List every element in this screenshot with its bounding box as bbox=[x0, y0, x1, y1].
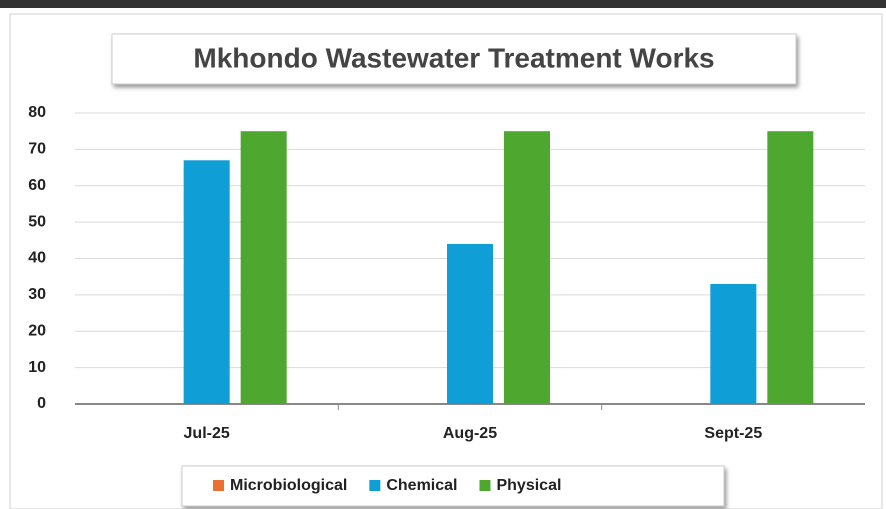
y-tick-label: 60 bbox=[28, 177, 46, 194]
title-box bbox=[111, 33, 797, 85]
y-tick-label: 10 bbox=[28, 359, 46, 376]
bar bbox=[710, 283, 757, 404]
bar bbox=[447, 243, 493, 404]
legend-label: Microbiological bbox=[230, 477, 347, 494]
x-tick-label: Sept-25 bbox=[704, 425, 762, 442]
legend-label: Chemical bbox=[386, 477, 457, 494]
y-tick-label: 50 bbox=[28, 213, 46, 230]
chart-frame bbox=[9, 13, 883, 509]
bar bbox=[183, 160, 230, 404]
x-tick-label: Jul-25 bbox=[184, 425, 230, 442]
legend-swatch bbox=[479, 480, 491, 491]
y-tick-label: 40 bbox=[28, 250, 46, 267]
y-tick-label: 0 bbox=[37, 395, 46, 412]
legend-box bbox=[181, 465, 725, 507]
bar bbox=[240, 131, 287, 404]
y-tick-label: 80 bbox=[28, 104, 46, 121]
legend-swatch bbox=[369, 480, 381, 491]
legend-swatch bbox=[213, 480, 224, 491]
y-tick-label: 30 bbox=[28, 286, 46, 303]
y-tick-label: 70 bbox=[28, 141, 46, 158]
bar bbox=[504, 131, 550, 404]
x-tick-label: Aug-25 bbox=[443, 425, 497, 442]
chart-title: Mkhondo Wastewater Treatment Works bbox=[193, 42, 714, 73]
legend-label: Physical bbox=[496, 477, 561, 494]
top-bar bbox=[0, 0, 886, 8]
y-tick-label: 20 bbox=[28, 322, 46, 339]
bar bbox=[767, 131, 814, 404]
